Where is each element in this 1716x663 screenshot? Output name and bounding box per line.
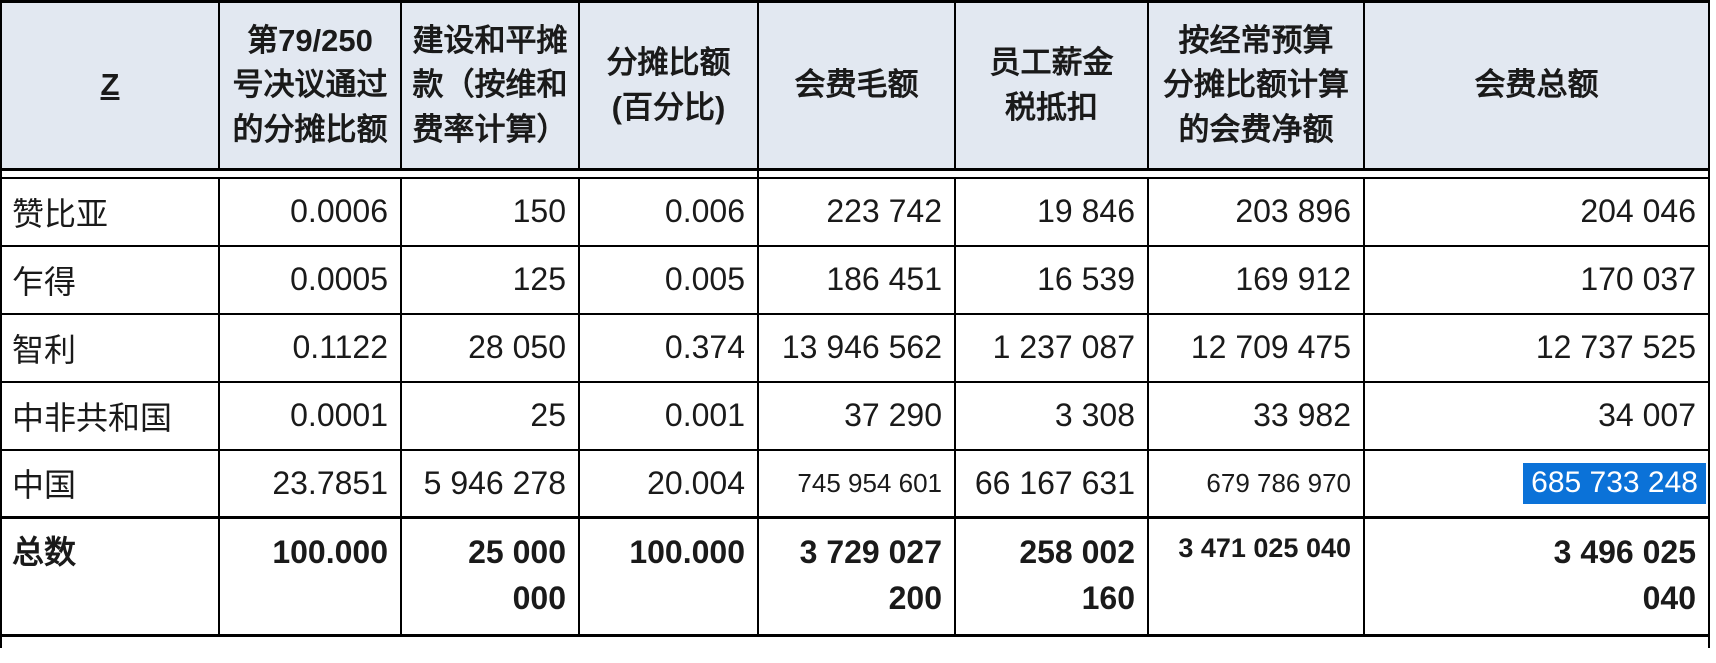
cell-total: 3 496 025 040	[1363, 516, 1710, 637]
cutoff-row-bottom	[0, 634, 1710, 648]
table-header: Z 第79/250 号决议通过 的分摊比额 建设和平摊 款（按维和 费率计算） …	[0, 0, 1710, 171]
cell-scale: 100.000	[218, 516, 402, 637]
header-scale-percentage: 分摊比额 (百分比)	[578, 0, 759, 171]
cell-staff-credit: 66 167 631	[954, 448, 1149, 519]
header-section-letter: Z	[0, 0, 220, 171]
cutoff-cell	[0, 634, 1710, 648]
cell-peacebuilding: 150	[400, 176, 580, 247]
cell-gross: 37 290	[757, 380, 956, 451]
cell-total: 12 737 525	[1363, 312, 1710, 383]
cell-percentage: 100.000	[578, 516, 759, 637]
cell-peacebuilding: 28 050	[400, 312, 580, 383]
cell-gross: 223 742	[757, 176, 956, 247]
row-zambia: 赞比亚 0.0006 150 0.006 223 742 19 846 203 …	[0, 176, 1710, 247]
cell-total: 204 046	[1363, 176, 1710, 247]
cell-country: 智利	[0, 312, 220, 383]
header-net-contribution: 按经常预算 分摊比额计算 的会费净额	[1147, 0, 1365, 171]
table-body: 赞比亚 0.0006 150 0.006 223 742 19 846 203 …	[0, 176, 1710, 648]
header-peacebuilding-levy: 建设和平摊 款（按维和 费率计算）	[400, 0, 580, 171]
cell-country: 中非共和国	[0, 380, 220, 451]
cell-gross: 13 946 562	[757, 312, 956, 383]
cell-percentage: 20.004	[578, 448, 759, 519]
cell-scale: 0.0005	[218, 244, 402, 315]
cell-percentage: 0.005	[578, 244, 759, 315]
cell-staff-credit: 19 846	[954, 176, 1149, 247]
cell-scale: 0.0001	[218, 380, 402, 451]
cutoff-cell	[757, 169, 1710, 179]
cell-country: 赞比亚	[0, 176, 220, 247]
cell-total: 685 733 248	[1363, 448, 1710, 519]
cell-country: 中国	[0, 448, 220, 519]
cell-total: 34 007	[1363, 380, 1710, 451]
section-letter-label: Z	[100, 67, 120, 103]
row-central-african-republic: 中非共和国 0.0001 25 0.001 37 290 3 308 33 98…	[0, 380, 1710, 451]
assessments-table: Z 第79/250 号决议通过 的分摊比额 建设和平摊 款（按维和 费率计算） …	[0, 0, 1710, 648]
cell-staff-credit: 1 237 087	[954, 312, 1149, 383]
cell-percentage: 0.006	[578, 176, 759, 247]
cell-staff-credit: 258 002 160	[954, 516, 1149, 637]
cell-total: 170 037	[1363, 244, 1710, 315]
cell-percentage: 0.001	[578, 380, 759, 451]
cell-net: 203 896	[1147, 176, 1365, 247]
selected-text-highlight[interactable]: 685 733 248	[1523, 462, 1706, 504]
cell-net: 169 912	[1147, 244, 1365, 315]
header-gross-contribution: 会费毛额	[757, 0, 956, 171]
cell-net: 12 709 475	[1147, 312, 1365, 383]
cell-net: 3 471 025 040	[1147, 516, 1365, 637]
cell-percentage: 0.374	[578, 312, 759, 383]
cell-scale: 23.7851	[218, 448, 402, 519]
cell-gross: 745 954 601	[757, 448, 956, 519]
cutoff-row-top	[0, 169, 1710, 179]
cell-peacebuilding: 5 946 278	[400, 448, 580, 519]
cell-staff-credit: 16 539	[954, 244, 1149, 315]
cell-staff-credit: 3 308	[954, 380, 1149, 451]
cell-net: 679 786 970	[1147, 448, 1365, 519]
cell-total-label: 总数	[0, 516, 220, 637]
cell-scale: 0.0006	[218, 176, 402, 247]
header-scale-79-250: 第79/250 号决议通过 的分摊比额	[218, 0, 402, 171]
cell-peacebuilding: 25 000 000	[400, 516, 580, 637]
header-staff-assessment-credit: 员工薪金 税抵扣	[954, 0, 1149, 171]
cell-gross: 186 451	[757, 244, 956, 315]
cell-scale: 0.1122	[218, 312, 402, 383]
cell-gross: 3 729 027 200	[757, 516, 956, 637]
row-chile: 智利 0.1122 28 050 0.374 13 946 562 1 237 …	[0, 312, 1710, 383]
cell-net: 33 982	[1147, 380, 1365, 451]
header-total-contribution: 会费总额	[1363, 0, 1710, 171]
cell-peacebuilding: 25	[400, 380, 580, 451]
row-chad: 乍得 0.0005 125 0.005 186 451 16 539 169 9…	[0, 244, 1710, 315]
row-china: 中国 23.7851 5 946 278 20.004 745 954 601 …	[0, 448, 1710, 519]
cell-country: 乍得	[0, 244, 220, 315]
row-total: 总数 100.000 25 000 000 100.000 3 729 027 …	[0, 516, 1710, 637]
cutoff-cell	[0, 169, 759, 179]
cell-peacebuilding: 125	[400, 244, 580, 315]
